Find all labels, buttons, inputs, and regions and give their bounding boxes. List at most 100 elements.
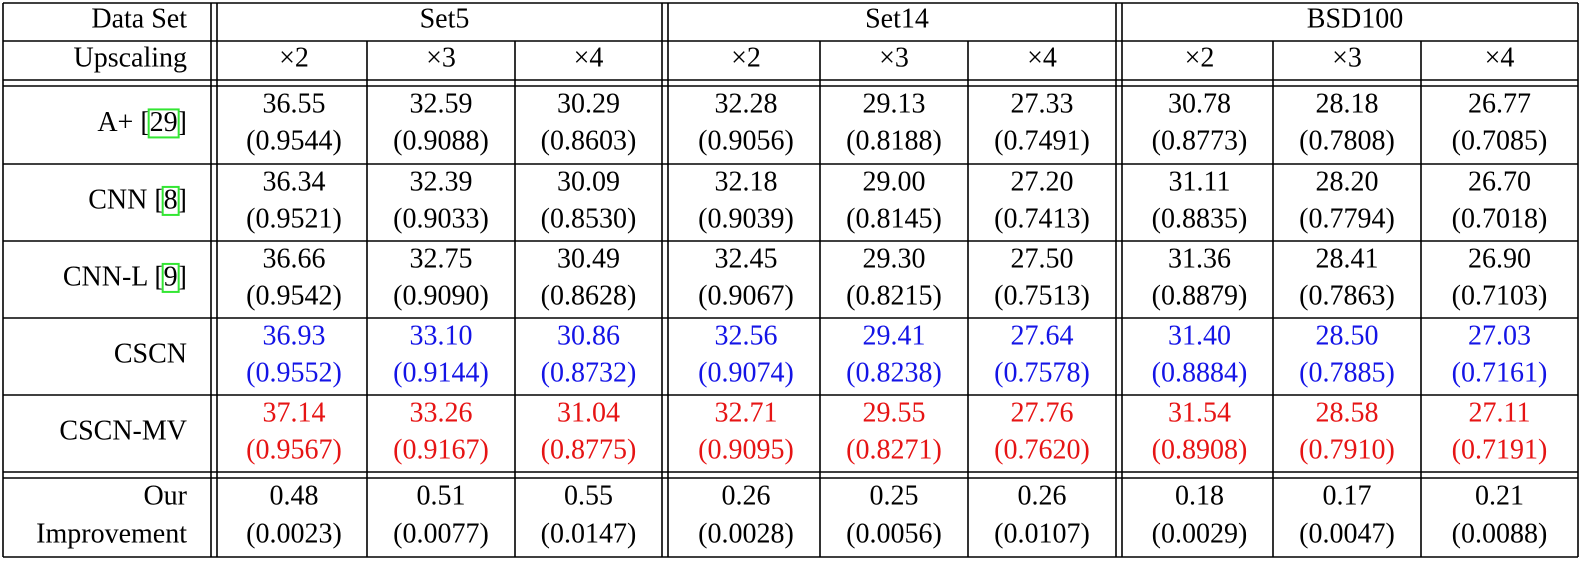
improvement-psnr: 0.55 xyxy=(564,480,613,511)
psnr-value: 28.20 xyxy=(1316,166,1379,197)
psnr-value: 37.14 xyxy=(263,397,326,428)
ssim-value: (0.8732) xyxy=(541,357,637,388)
ssim-value: (0.8215) xyxy=(846,280,942,311)
scale-label: ×3 xyxy=(426,42,456,73)
citation-link-box[interactable] xyxy=(161,185,180,216)
method-label: A+ [29] xyxy=(97,107,187,138)
psnr-value: 31.36 xyxy=(1168,243,1231,274)
psnr-value: 27.33 xyxy=(1011,88,1074,119)
psnr-value: 36.66 xyxy=(263,243,326,274)
improvement-ssim: (0.0056) xyxy=(846,518,942,549)
improvement-psnr: 0.18 xyxy=(1175,480,1224,511)
method-label: CNN-L [9] xyxy=(63,262,187,293)
psnr-value: 33.26 xyxy=(410,397,473,428)
ssim-value: (0.7910) xyxy=(1299,434,1395,465)
scale-label: ×3 xyxy=(1332,42,1362,73)
psnr-value: 29.41 xyxy=(863,320,926,351)
method-name: CNN [ xyxy=(88,185,163,216)
improvement-psnr: 0.25 xyxy=(870,480,919,511)
psnr-value: 28.41 xyxy=(1316,243,1379,274)
citation-bracket: ] xyxy=(178,262,187,293)
citation-bracket: ] xyxy=(178,107,187,138)
ssim-value: (0.9542) xyxy=(246,280,342,311)
psnr-value: 29.55 xyxy=(863,397,926,428)
citation-link-box[interactable] xyxy=(161,262,180,293)
method-name: A+ [ xyxy=(97,107,149,138)
upscaling-label: Upscaling xyxy=(73,42,187,73)
citation-link-box[interactable] xyxy=(147,108,180,139)
improvement-ssim: (0.0077) xyxy=(393,518,489,549)
citation-ref: 9 xyxy=(164,262,178,293)
psnr-value: 32.59 xyxy=(410,88,473,119)
psnr-value: 29.30 xyxy=(863,243,926,274)
psnr-value: 36.55 xyxy=(263,88,326,119)
dataset-label: Data Set xyxy=(91,3,187,34)
ssim-value: (0.7885) xyxy=(1299,357,1395,388)
method-label: CSCN xyxy=(114,339,187,370)
improvement-ssim: (0.0107) xyxy=(994,518,1090,549)
ssim-value: (0.7491) xyxy=(994,125,1090,156)
psnr-value: 32.45 xyxy=(715,243,778,274)
citation-ref: 8 xyxy=(164,185,178,216)
improvement-ssim: (0.0029) xyxy=(1152,518,1248,549)
ssim-value: (0.8879) xyxy=(1152,280,1248,311)
ssim-value: (0.8628) xyxy=(541,280,637,311)
scale-label: ×2 xyxy=(1185,42,1215,73)
dataset-name: Set14 xyxy=(865,3,929,34)
ssim-value: (0.9167) xyxy=(393,434,489,465)
ssim-value: (0.9033) xyxy=(393,203,489,234)
ssim-value: (0.7578) xyxy=(994,357,1090,388)
improvement-ssim: (0.0088) xyxy=(1452,518,1548,549)
psnr-value: 30.09 xyxy=(557,166,620,197)
improvement-ssim: (0.0147) xyxy=(541,518,637,549)
ssim-value: (0.7085) xyxy=(1452,125,1548,156)
psnr-value: 32.71 xyxy=(715,397,778,428)
psnr-value: 32.75 xyxy=(410,243,473,274)
ssim-value: (0.9521) xyxy=(246,203,342,234)
improvement-psnr: 0.26 xyxy=(1018,480,1067,511)
improvement-psnr: 0.51 xyxy=(417,480,466,511)
psnr-value: 27.11 xyxy=(1469,397,1531,428)
ssim-value: (0.7018) xyxy=(1452,203,1548,234)
ssim-value: (0.9095) xyxy=(698,434,794,465)
improvement-psnr: 0.26 xyxy=(722,480,771,511)
citation-bracket: ] xyxy=(178,185,187,216)
ssim-value: (0.7103) xyxy=(1452,280,1548,311)
ssim-value: (0.9567) xyxy=(246,434,342,465)
citation-ref: 29 xyxy=(150,107,178,138)
method-label: CNN [8] xyxy=(88,185,187,216)
psnr-value: 36.34 xyxy=(263,166,326,197)
ssim-value: (0.9544) xyxy=(246,125,342,156)
psnr-value: 32.39 xyxy=(410,166,473,197)
ssim-value: (0.8145) xyxy=(846,203,942,234)
psnr-value: 28.58 xyxy=(1316,397,1379,428)
ssim-value: (0.7161) xyxy=(1452,357,1548,388)
psnr-value: 27.76 xyxy=(1011,397,1074,428)
psnr-value: 32.18 xyxy=(715,166,778,197)
psnr-value: 29.13 xyxy=(863,88,926,119)
ssim-value: (0.8530) xyxy=(541,203,637,234)
ssim-value: (0.7191) xyxy=(1452,434,1548,465)
ssim-value: (0.8775) xyxy=(541,434,637,465)
ssim-value: (0.7794) xyxy=(1299,203,1395,234)
improvement-psnr: 0.48 xyxy=(270,480,319,511)
psnr-value: 28.50 xyxy=(1316,320,1379,351)
psnr-value: 26.90 xyxy=(1468,243,1531,274)
method-name: CSCN-MV xyxy=(59,416,187,447)
ssim-value: (0.7863) xyxy=(1299,280,1395,311)
improvement-psnr: 0.21 xyxy=(1475,480,1524,511)
ssim-value: (0.8908) xyxy=(1152,434,1248,465)
psnr-value: 27.64 xyxy=(1011,320,1074,351)
ssim-value: (0.8773) xyxy=(1152,125,1248,156)
scale-label: ×2 xyxy=(731,42,761,73)
improvement-label: Our xyxy=(143,480,187,511)
ssim-value: (0.8835) xyxy=(1152,203,1248,234)
psnr-value: 27.50 xyxy=(1011,243,1074,274)
ssim-value: (0.9088) xyxy=(393,125,489,156)
ssim-value: (0.9090) xyxy=(393,280,489,311)
method-label: CSCN-MV xyxy=(59,416,187,447)
ssim-value: (0.9074) xyxy=(698,357,794,388)
scale-label: ×3 xyxy=(879,42,909,73)
ssim-value: (0.9039) xyxy=(698,203,794,234)
psnr-value: 29.00 xyxy=(863,166,926,197)
